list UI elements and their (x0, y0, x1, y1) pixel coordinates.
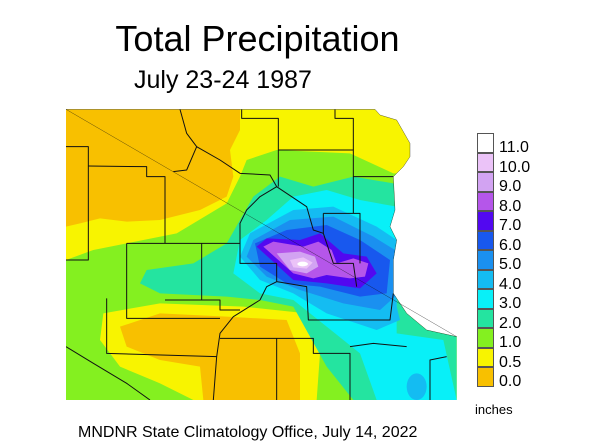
legend-label: 4.0 (499, 275, 522, 293)
legend-label: 3.0 (499, 295, 522, 312)
source-credit: MNDNR State Climatology Office, July 14,… (78, 424, 418, 441)
legend-swatch (477, 289, 494, 309)
state-outline (65, 109, 457, 337)
legend-label: 2.0 (499, 314, 522, 332)
legend-label: 1.0 (499, 334, 522, 351)
legend-label: 10.0 (499, 158, 531, 176)
county-boundaries (65, 109, 447, 400)
legend-label: 0.0 (499, 373, 522, 390)
legend-label: 5.0 (499, 256, 522, 273)
legend-label: 8.0 (499, 197, 522, 215)
legend-swatch (477, 133, 494, 153)
legend-label: 7.0 (499, 217, 522, 234)
legend-swatch (477, 347, 494, 367)
legend-label: 11.0 (499, 139, 529, 156)
map-title: Total Precipitation (115, 18, 400, 59)
legend-swatch (477, 211, 494, 231)
contour-11.0 (297, 261, 308, 267)
legend-swatch (477, 172, 494, 192)
legend-swatch (477, 367, 494, 387)
legend-units: inches (475, 402, 513, 417)
legend-label: 0.5 (499, 353, 522, 371)
legend-swatch (477, 250, 494, 270)
legend-swatch (477, 269, 494, 289)
map-subtitle: July 23-24 1987 (134, 66, 312, 94)
contour-4.0-se (406, 373, 427, 400)
legend-swatch (477, 328, 494, 348)
legend-swatch (477, 308, 494, 328)
legend-swatch (477, 152, 494, 172)
contour-0.0-north (65, 109, 240, 227)
legend-label: 6.0 (499, 236, 522, 254)
legend-label: 9.0 (499, 178, 522, 195)
legend-swatch (477, 230, 494, 250)
legend-swatch (477, 191, 494, 211)
